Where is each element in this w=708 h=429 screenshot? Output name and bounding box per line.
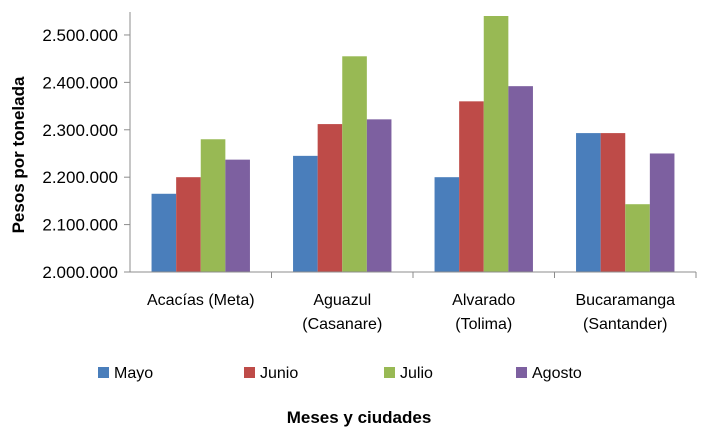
bar-agosto-4 — [649, 153, 675, 272]
bar-agosto-3 — [508, 86, 533, 272]
bar-mayo-2 — [293, 155, 318, 272]
x-axis-ticks: Acacías (Meta) Aguazul (Casanare) Alvarado(… — [147, 272, 697, 333]
legend-swatch-julio — [384, 367, 395, 378]
bar-junio-2 — [317, 124, 343, 272]
x-tick-label: Aguazul (Casanare) — [302, 292, 382, 333]
bar-agosto-1 — [225, 159, 250, 272]
bar-agosto-2 — [366, 119, 392, 272]
x-tick-label: Bucaramanga (Santander) — [575, 292, 675, 333]
y-axis-title: Pesos por tonelada — [9, 76, 28, 233]
bar-julio-4 — [625, 204, 650, 272]
bar-julio-2 — [342, 56, 367, 272]
bars — [151, 16, 675, 272]
legend-label-junio: Junio — [260, 365, 298, 382]
x-axis-title: Meses y ciudades — [287, 408, 432, 427]
y-tick-label: 2.100.000 — [42, 216, 118, 235]
bar-julio-1 — [200, 139, 226, 272]
legend: Mayo Junio Julio Agosto — [98, 365, 582, 382]
y-axis-ticks: 2.000.000 2.100.000 2.200.000 2.300.000 2.40… — [42, 26, 130, 282]
legend-swatch-mayo — [98, 367, 109, 378]
legend-label-agosto: Agosto — [532, 365, 582, 382]
y-tick-label: 2.000.000 — [42, 263, 118, 282]
legend-swatch-junio — [244, 367, 255, 378]
legend-label-mayo: Mayo — [114, 365, 153, 382]
y-tick-label: 2.400.000 — [42, 73, 118, 92]
legend-swatch-agosto — [516, 367, 527, 378]
bar-mayo-1 — [151, 193, 177, 272]
bar-mayo-3 — [434, 177, 460, 272]
x-tick-label: Alvarado (Tolima) — [452, 292, 515, 333]
legend-label-julio: Julio — [400, 365, 433, 382]
bar-mayo-4 — [576, 133, 601, 272]
bar-junio-1 — [176, 177, 201, 272]
bar-junio-4 — [600, 133, 626, 272]
y-tick-label: 2.300.000 — [42, 121, 118, 140]
bar-julio-3 — [483, 16, 509, 272]
y-tick-label: 2.200.000 — [42, 168, 118, 187]
x-tick-label: Acacías (Meta) — [147, 292, 255, 309]
bar-junio-3 — [459, 101, 484, 272]
y-tick-label: 2.500.000 — [42, 26, 118, 45]
